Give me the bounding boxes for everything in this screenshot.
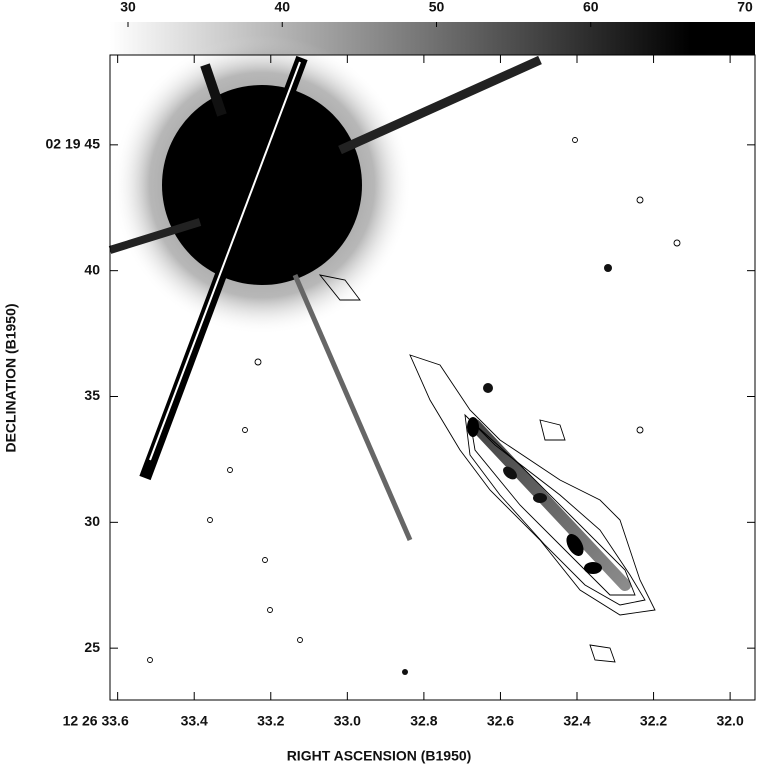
- x-tick-label: 33.2: [257, 713, 284, 729]
- y-tick-label: 35: [84, 387, 100, 403]
- y-tick-label: 25: [84, 639, 100, 655]
- y-tick-label: 02 19 45: [46, 136, 101, 152]
- x-tick-label: 33.4: [181, 713, 208, 729]
- image: [108, 35, 755, 700]
- plot-frame: [109, 54, 756, 701]
- x-axis-label: RIGHT ASCENSION (B1950): [287, 748, 472, 764]
- x-tick-label: 32.4: [563, 713, 590, 729]
- y-tick-label: 30: [84, 513, 100, 529]
- colorbar-tick-label: 70: [737, 0, 753, 15]
- x-tick-label: 32.0: [716, 713, 743, 729]
- x-tick-label: 32.8: [410, 713, 437, 729]
- colorbar-tick-label: 50: [429, 0, 445, 15]
- x-tick-label: 32.6: [487, 713, 514, 729]
- colorbar-tick-label: 40: [274, 0, 290, 15]
- colorbar-tick-label: 30: [120, 0, 136, 15]
- colorbar-tick-label: 60: [583, 0, 599, 15]
- x-tick-label: 33.0: [334, 713, 361, 729]
- y-axis-label: DECLINATION (B1950): [3, 303, 19, 452]
- y-tick-label: 40: [84, 261, 100, 277]
- x-tick-label: 32.2: [640, 713, 667, 729]
- x-tick-label: 12 26 33.6: [63, 713, 129, 729]
